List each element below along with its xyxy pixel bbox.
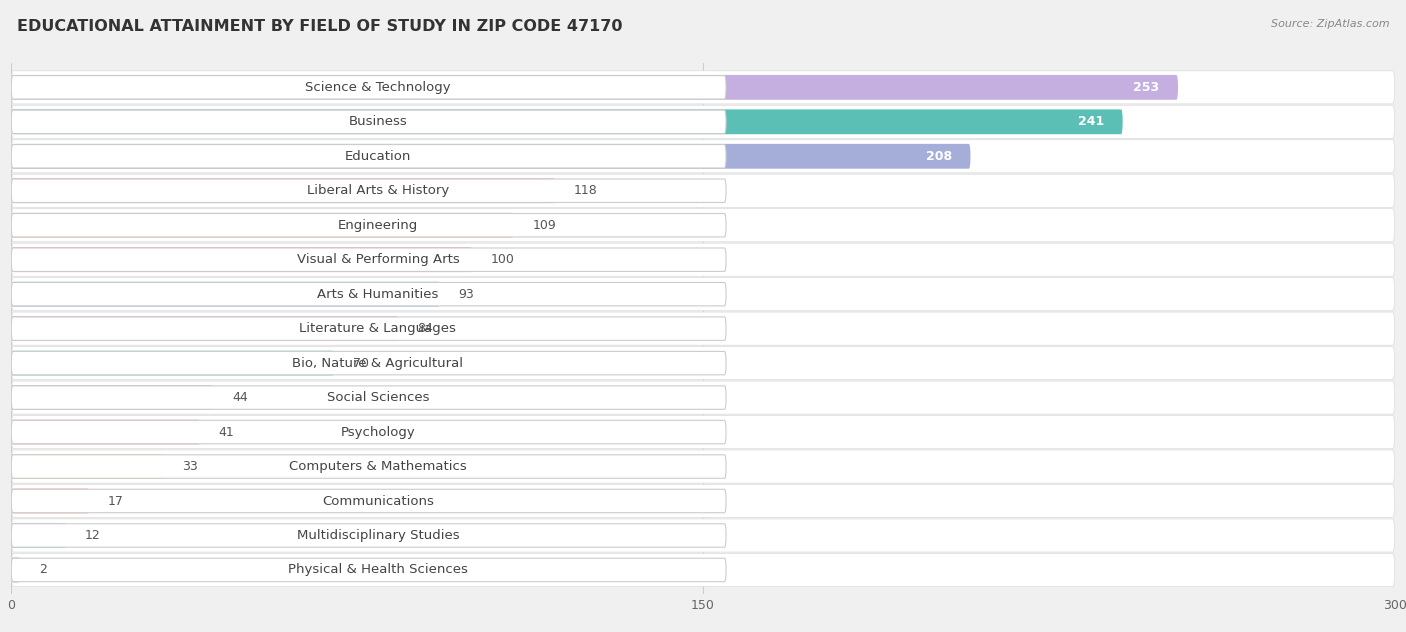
FancyBboxPatch shape bbox=[11, 485, 1395, 518]
Text: Physical & Health Sciences: Physical & Health Sciences bbox=[288, 564, 468, 576]
FancyBboxPatch shape bbox=[11, 385, 214, 410]
Text: Source: ZipAtlas.com: Source: ZipAtlas.com bbox=[1271, 19, 1389, 29]
FancyBboxPatch shape bbox=[11, 415, 1395, 449]
FancyBboxPatch shape bbox=[11, 489, 725, 513]
Text: Business: Business bbox=[349, 115, 408, 128]
FancyBboxPatch shape bbox=[11, 179, 725, 202]
Text: 44: 44 bbox=[232, 391, 249, 404]
Text: 84: 84 bbox=[418, 322, 433, 335]
Text: 100: 100 bbox=[491, 253, 515, 266]
FancyBboxPatch shape bbox=[11, 420, 725, 444]
FancyBboxPatch shape bbox=[11, 351, 335, 375]
Text: 2: 2 bbox=[39, 564, 46, 576]
FancyBboxPatch shape bbox=[11, 455, 725, 478]
Text: Bio, Nature & Agricultural: Bio, Nature & Agricultural bbox=[292, 356, 464, 370]
Text: Visual & Performing Arts: Visual & Performing Arts bbox=[297, 253, 460, 266]
FancyBboxPatch shape bbox=[11, 519, 1395, 552]
FancyBboxPatch shape bbox=[11, 75, 1178, 100]
FancyBboxPatch shape bbox=[11, 554, 1395, 586]
FancyBboxPatch shape bbox=[11, 524, 725, 547]
FancyBboxPatch shape bbox=[11, 140, 1395, 173]
FancyBboxPatch shape bbox=[11, 247, 472, 272]
Text: Social Sciences: Social Sciences bbox=[326, 391, 429, 404]
FancyBboxPatch shape bbox=[11, 351, 725, 375]
FancyBboxPatch shape bbox=[11, 110, 725, 133]
FancyBboxPatch shape bbox=[11, 381, 1395, 414]
Text: Psychology: Psychology bbox=[340, 425, 415, 439]
FancyBboxPatch shape bbox=[11, 277, 1395, 311]
FancyBboxPatch shape bbox=[11, 346, 1395, 380]
FancyBboxPatch shape bbox=[11, 106, 1395, 138]
FancyBboxPatch shape bbox=[11, 316, 399, 341]
Text: Arts & Humanities: Arts & Humanities bbox=[318, 288, 439, 301]
FancyBboxPatch shape bbox=[11, 523, 66, 548]
FancyBboxPatch shape bbox=[11, 145, 725, 168]
Text: 241: 241 bbox=[1078, 115, 1104, 128]
FancyBboxPatch shape bbox=[11, 312, 1395, 345]
Text: Multidisciplinary Studies: Multidisciplinary Studies bbox=[297, 529, 460, 542]
FancyBboxPatch shape bbox=[11, 213, 515, 238]
FancyBboxPatch shape bbox=[11, 420, 200, 444]
Text: 208: 208 bbox=[927, 150, 952, 163]
FancyBboxPatch shape bbox=[11, 214, 725, 237]
FancyBboxPatch shape bbox=[11, 243, 1395, 276]
Text: 253: 253 bbox=[1133, 81, 1160, 94]
FancyBboxPatch shape bbox=[11, 489, 90, 513]
FancyBboxPatch shape bbox=[11, 71, 1395, 104]
FancyBboxPatch shape bbox=[11, 454, 163, 479]
Text: Education: Education bbox=[344, 150, 411, 163]
FancyBboxPatch shape bbox=[11, 76, 725, 99]
Text: 17: 17 bbox=[108, 494, 124, 507]
Text: Computers & Mathematics: Computers & Mathematics bbox=[290, 460, 467, 473]
Text: 70: 70 bbox=[353, 356, 368, 370]
FancyBboxPatch shape bbox=[11, 209, 1395, 242]
FancyBboxPatch shape bbox=[11, 144, 970, 169]
Text: 41: 41 bbox=[219, 425, 235, 439]
FancyBboxPatch shape bbox=[11, 282, 440, 307]
FancyBboxPatch shape bbox=[11, 557, 21, 582]
Text: 12: 12 bbox=[84, 529, 101, 542]
Text: Communications: Communications bbox=[322, 494, 434, 507]
Text: Engineering: Engineering bbox=[337, 219, 418, 232]
FancyBboxPatch shape bbox=[11, 317, 725, 341]
Text: EDUCATIONAL ATTAINMENT BY FIELD OF STUDY IN ZIP CODE 47170: EDUCATIONAL ATTAINMENT BY FIELD OF STUDY… bbox=[17, 19, 623, 34]
FancyBboxPatch shape bbox=[11, 178, 555, 203]
FancyBboxPatch shape bbox=[11, 283, 725, 306]
FancyBboxPatch shape bbox=[11, 386, 725, 410]
Text: 33: 33 bbox=[181, 460, 198, 473]
Text: Literature & Languages: Literature & Languages bbox=[299, 322, 457, 335]
FancyBboxPatch shape bbox=[11, 174, 1395, 207]
FancyBboxPatch shape bbox=[11, 558, 725, 581]
FancyBboxPatch shape bbox=[11, 450, 1395, 483]
FancyBboxPatch shape bbox=[11, 109, 1122, 134]
Text: 118: 118 bbox=[574, 185, 598, 197]
Text: Science & Technology: Science & Technology bbox=[305, 81, 451, 94]
Text: Liberal Arts & History: Liberal Arts & History bbox=[307, 185, 449, 197]
Text: 109: 109 bbox=[533, 219, 557, 232]
FancyBboxPatch shape bbox=[11, 248, 725, 271]
Text: 93: 93 bbox=[458, 288, 474, 301]
